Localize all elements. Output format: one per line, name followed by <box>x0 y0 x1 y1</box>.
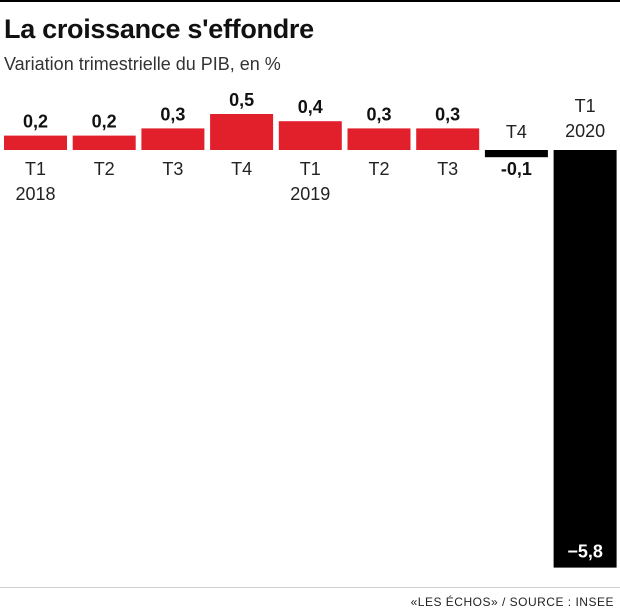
category-tick-label: T1 <box>575 96 596 116</box>
top-rule <box>0 0 620 2</box>
bar-value-label: 0,3 <box>366 104 391 124</box>
category-tick-label: T1 <box>300 159 321 179</box>
chart-subtitle: Variation trimestrielle du PIB, en % <box>4 54 281 74</box>
category-tick-label: T2 <box>368 159 389 179</box>
bar-value-label: 0,2 <box>92 112 117 132</box>
bar-value-label: 0,3 <box>160 104 185 124</box>
bar <box>484 150 548 158</box>
bar <box>141 128 205 150</box>
category-tick-label: T3 <box>162 159 183 179</box>
bar-value-label: −5,8 <box>567 542 603 562</box>
bar <box>347 128 411 150</box>
source-credit: «LES ÉCHOS» / SOURCE : INSEE <box>410 595 614 609</box>
bar-value-label: 0,3 <box>435 104 460 124</box>
bar-value-label: 0,2 <box>23 112 48 132</box>
footer-rule <box>0 587 620 588</box>
bar <box>278 121 342 150</box>
bar-value-label: 0,5 <box>229 90 254 110</box>
bar <box>210 114 274 150</box>
bar <box>72 135 136 150</box>
bar-value-label: 0,4 <box>298 97 323 117</box>
category-tick-label: 2018 <box>15 184 55 204</box>
chart-title: La croissance s'effondre <box>4 14 314 44</box>
bar-value-label: -0,1 <box>501 159 532 179</box>
category-tick-label: T2 <box>94 159 115 179</box>
category-tick-label: T4 <box>506 122 527 142</box>
bar <box>416 128 480 150</box>
bar-chart: 0,2 T1 2018 0,2 T2 0,3 T3 0,5 T4 0,4 T1 2019 0,3 T2 0,… <box>4 90 617 568</box>
category-tick-label: T1 <box>25 159 46 179</box>
bar <box>4 135 67 150</box>
category-tick-label: 2019 <box>290 184 330 204</box>
category-tick-label: T3 <box>437 159 458 179</box>
bar <box>553 150 617 568</box>
category-tick-label: 2020 <box>565 121 605 141</box>
category-tick-label: T4 <box>231 159 252 179</box>
